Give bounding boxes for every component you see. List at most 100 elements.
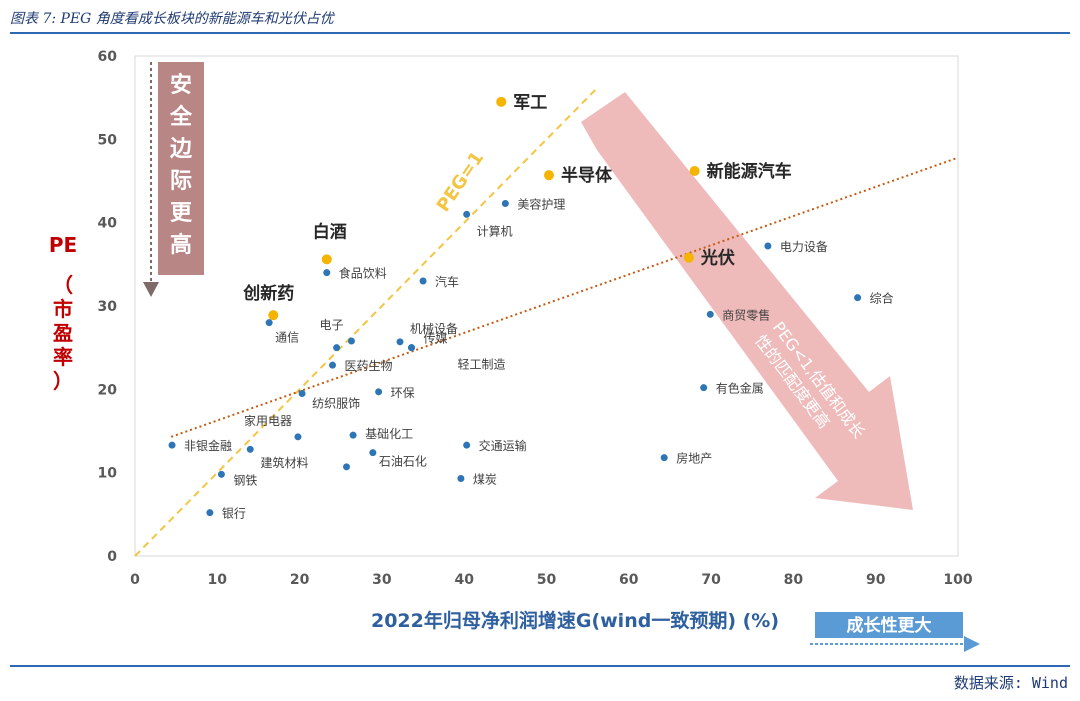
safety-label-char: 际 (170, 169, 192, 194)
data-label: 非银金融 (184, 438, 232, 453)
y-tick-label: 20 (98, 382, 118, 398)
data-point (764, 242, 772, 250)
data-point (323, 269, 331, 277)
data-label: 军工 (513, 93, 547, 113)
safety-label-char: 更 (170, 201, 193, 226)
safety-arrow-head (143, 282, 159, 297)
data-point (298, 390, 306, 397)
x-tick-label: 30 (372, 572, 392, 588)
x-tick-label: 70 (701, 572, 721, 588)
data-label: 光伏 (700, 248, 735, 269)
data-label: 建筑材料 (261, 455, 309, 470)
data-point (660, 454, 668, 462)
data-label: 传媒 (424, 331, 448, 346)
data-label: 基础化工 (365, 427, 413, 441)
peg-1-line (134, 88, 597, 557)
plot-frame (134, 55, 959, 557)
safety-box (158, 62, 204, 275)
data-point (463, 441, 471, 449)
data-point (375, 388, 383, 396)
x-tick-label: 0 (130, 572, 140, 588)
data-point (294, 433, 302, 441)
y-axis-label-main: PE (49, 233, 77, 257)
data-label: 纺织服饰 (312, 397, 360, 411)
peg-1-label: PEG=1 (433, 148, 488, 216)
data-point (689, 166, 700, 176)
data-point (333, 344, 341, 352)
data-label: 家用电器 (244, 413, 292, 428)
data-point (501, 200, 509, 207)
y-axis-label-char: 率 (53, 345, 73, 369)
data-point (268, 310, 279, 321)
data-label: 食品饮料 (339, 266, 387, 281)
data-label: 电子 (319, 318, 343, 332)
data-label: 煤炭 (473, 473, 497, 487)
y-tick-label: 50 (98, 132, 118, 148)
peg-lt1-arrow (581, 92, 913, 510)
data-point (321, 254, 332, 265)
y-axis-label-char: 市 (53, 297, 73, 321)
figure-title: 图表 7: PEG 角度看成长板块的新能源车和光伏占优 (10, 11, 334, 27)
x-tick-label: 20 (290, 572, 310, 588)
data-point (496, 96, 507, 107)
data-point (543, 170, 554, 181)
data-label: 半导体 (561, 165, 613, 186)
data-point (217, 470, 225, 478)
data-point (246, 445, 254, 453)
data-label: 石油石化 (379, 455, 427, 469)
safety-label-char: 边 (169, 137, 193, 162)
data-label: 新能源汽车 (707, 161, 792, 182)
data-point (457, 475, 465, 482)
data-source: 数据来源: Wind (953, 674, 1068, 692)
x-tick-label: 80 (784, 572, 804, 588)
data-label: 钢铁 (233, 473, 257, 487)
y-axis-label-char: ） (53, 369, 73, 393)
data-label: 医药生物 (345, 359, 393, 373)
data-label: 机械设备 (410, 321, 458, 336)
data-label: 综合 (870, 291, 894, 306)
data-point (854, 294, 862, 302)
data-point (206, 509, 214, 517)
data-label: 创新药 (242, 283, 294, 304)
data-label: 环保 (391, 386, 415, 400)
data-label: 房地产 (676, 451, 712, 466)
data-point (683, 252, 694, 263)
data-point (700, 384, 708, 392)
safety-label-char: 全 (169, 104, 193, 130)
growth-box (815, 612, 963, 638)
y-tick-label: 40 (98, 216, 118, 232)
data-point (419, 277, 427, 285)
data-point (408, 344, 416, 352)
data-label: 电力设备 (780, 240, 828, 254)
data-label: 白酒 (313, 221, 347, 242)
y-tick-label: 60 (98, 49, 118, 65)
y-tick-label: 0 (107, 549, 117, 565)
data-label: 通信 (275, 331, 299, 345)
x-tick-label: 100 (943, 572, 972, 588)
data-point (265, 319, 273, 327)
trend-line (170, 156, 959, 438)
data-point (349, 431, 357, 439)
x-tick-label: 50 (537, 572, 557, 588)
x-tick-label: 60 (619, 572, 639, 588)
data-label: 美容护理 (517, 197, 565, 212)
x-axis-label: 2022年归母净利润增速G(wind一致预期) (%) (371, 609, 779, 632)
data-label: 交通运输 (479, 438, 527, 453)
data-label: 商贸零售 (722, 307, 770, 322)
data-label: 有色金属 (716, 381, 764, 396)
growth-label: 成长性更大 (847, 615, 932, 636)
y-tick-label: 30 (98, 299, 118, 315)
data-point (343, 463, 351, 471)
data-point (396, 338, 404, 346)
data-point (347, 337, 355, 345)
safety-label-char: 高 (170, 232, 192, 258)
x-tick-label: 90 (866, 572, 886, 588)
data-label: 银行 (222, 507, 246, 521)
data-point (168, 441, 176, 449)
data-point (329, 361, 337, 369)
header-divider (10, 32, 1070, 34)
x-tick-label: 10 (208, 572, 228, 588)
data-point (369, 449, 377, 457)
x-tick-label: 40 (454, 572, 474, 588)
